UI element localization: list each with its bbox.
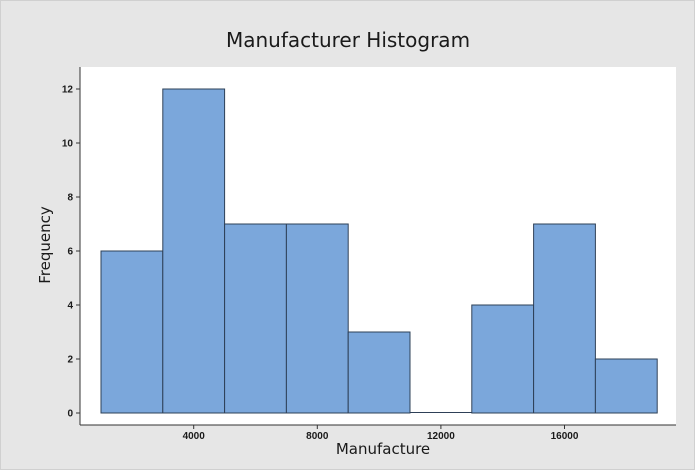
histogram-bar [224,223,287,414]
x-tick-label: 4000 [183,431,206,442]
histogram-bar [162,88,226,414]
y-axis-label: Frequency [36,206,54,284]
histogram-bar [594,358,658,414]
histogram-bar [471,304,535,414]
y-tick-label: 6 [67,247,73,258]
chart-title: Manufacturer Histogram [226,28,470,52]
histogram-bar [347,331,411,414]
x-axis-label: Manufacture [336,440,430,458]
x-tick-label: 12000 [427,431,455,442]
y-tick-label: 2 [67,355,73,366]
y-tick-label: 0 [67,409,73,420]
x-tick-label: 16000 [551,431,579,442]
bars-group [100,88,658,414]
y-tick-label: 8 [67,193,73,204]
y-tick-label: 12 [62,85,74,96]
axes-group: 0 2 4 6 8 10 12 4000 8000 12000 16000 [62,67,676,442]
histogram-bar [285,223,349,414]
histogram-bar [100,250,164,414]
histogram-bar [533,223,596,414]
y-tick-label: 4 [67,301,73,312]
x-tick-label: 8000 [306,431,329,442]
y-tick-label: 10 [62,139,74,150]
